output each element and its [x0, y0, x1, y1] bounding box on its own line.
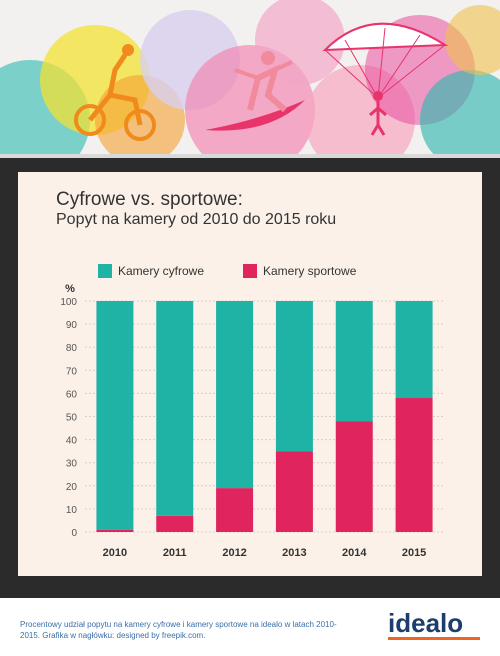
chart-subtitle: Popyt na kamery od 2010 do 2015 roku	[56, 211, 337, 228]
x-tick-label: 2015	[402, 547, 426, 559]
sports-collage-illustration	[0, 0, 500, 154]
legend: Kamery cyfrowe Kamery sportowe	[98, 264, 357, 278]
banner-separator	[0, 154, 500, 158]
bar-digital-2011	[156, 301, 194, 516]
y-tick-label: 0	[71, 528, 77, 539]
legend-label-digital: Kamery cyfrowe	[118, 264, 204, 278]
bar-sport-2012	[216, 488, 254, 532]
x-axis-ticks: 2010 2011 2012 2013 2014 2015	[103, 547, 427, 559]
bar-sport-2015	[395, 398, 433, 532]
bar-digital-2015	[395, 301, 433, 399]
y-axis-ticks: 0 10 20 30 40 50 60 70 80 90 100	[60, 297, 77, 539]
footer-note: Procentowy udział popytu na kamery cyfro…	[20, 620, 337, 640]
bar-sport-2010	[96, 529, 134, 532]
bar-sport-2014	[335, 421, 373, 532]
legend-label-sport: Kamery sportowe	[263, 264, 357, 278]
bar-sport-2011	[156, 515, 194, 532]
y-tick-label: 10	[66, 505, 78, 516]
x-tick-label: 2013	[282, 547, 306, 559]
bar-digital-2014	[335, 301, 373, 422]
x-tick-label: 2010	[103, 547, 127, 559]
y-tick-label: 50	[66, 413, 78, 424]
bar-digital-2012	[216, 301, 254, 489]
bar-digital-2010	[96, 301, 134, 530]
bars	[96, 301, 433, 532]
y-tick-label: 60	[66, 389, 78, 400]
y-axis-label: %	[65, 283, 75, 295]
x-tick-label: 2011	[163, 547, 187, 559]
header-banner-illustration	[0, 0, 500, 154]
y-tick-label: 40	[66, 436, 78, 447]
y-tick-label: 70	[66, 366, 78, 377]
y-tick-label: 20	[66, 482, 78, 493]
y-tick-label: 30	[66, 459, 78, 470]
legend-swatch-digital	[98, 264, 112, 278]
bar-digital-2013	[275, 301, 313, 452]
svg-text:idealo: idealo	[388, 608, 463, 638]
y-tick-label: 100	[60, 297, 77, 308]
y-tick-label: 80	[66, 343, 78, 354]
idealo-logo: idealo	[388, 608, 480, 640]
legend-swatch-sport	[243, 264, 257, 278]
y-tick-label: 90	[66, 320, 78, 331]
chart-title: Cyfrowe vs. sportowe:	[56, 189, 243, 210]
gridlines	[85, 300, 444, 533]
x-tick-label: 2014	[342, 547, 367, 559]
bar-sport-2013	[275, 451, 313, 532]
x-tick-label: 2012	[222, 547, 246, 559]
